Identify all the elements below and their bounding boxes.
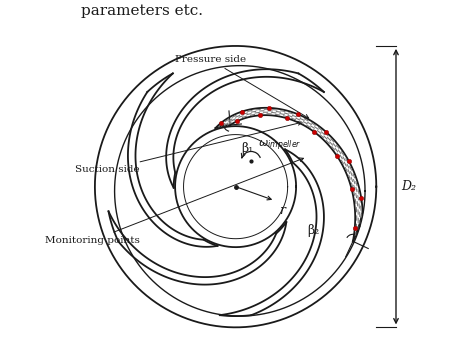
Text: $\omega_{impeller}$: $\omega_{impeller}$ — [258, 139, 301, 153]
Text: D₂: D₂ — [401, 180, 417, 193]
Text: Monitoring points: Monitoring points — [45, 158, 303, 245]
Text: r: r — [279, 204, 285, 216]
Text: Pressure side: Pressure side — [175, 55, 309, 118]
Text: β₁: β₁ — [241, 142, 253, 155]
Text: Suction side: Suction side — [75, 121, 302, 174]
Text: parameters etc.: parameters etc. — [81, 4, 203, 18]
Text: β₂: β₂ — [308, 224, 319, 237]
